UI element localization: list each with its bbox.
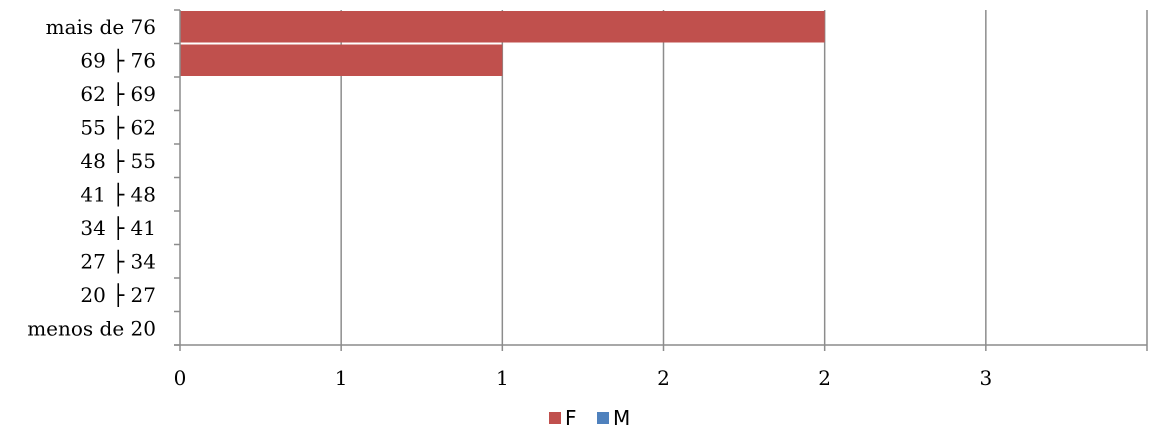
x-tick-label: 2 xyxy=(818,366,831,390)
legend-swatch-F xyxy=(549,412,561,424)
x-tick-label: 1 xyxy=(335,366,348,390)
legend-swatch-M xyxy=(597,412,609,424)
x-tick-label: 0 xyxy=(174,366,187,390)
category-label: 48 ├ 55 xyxy=(80,149,156,173)
legend-label-F: F xyxy=(565,406,577,430)
x-tick-labels: 0 1 1 2 2 3 xyxy=(174,366,993,390)
category-label: 41 ├ 48 xyxy=(80,182,156,206)
category-labels: mais de 76 69 ├ 76 62 ├ 69 55 ├ 62 48 ├ 55 41… xyxy=(27,15,156,341)
axes xyxy=(174,9,1148,351)
category-label: 27 ├ 34 xyxy=(80,249,156,273)
category-label: 69 ├ 76 xyxy=(80,48,156,72)
bar-F-0 xyxy=(180,11,825,43)
category-label: 20 ├ 27 xyxy=(80,283,156,307)
x-tick-label: 2 xyxy=(657,366,670,390)
category-label: 55 ├ 62 xyxy=(80,115,156,139)
category-label: 62 ├ 69 xyxy=(80,82,156,106)
x-tick-label: 3 xyxy=(979,366,992,390)
bar-F-1 xyxy=(180,44,503,76)
legend-label-M: M xyxy=(613,406,630,430)
category-label: menos de 20 xyxy=(27,316,156,340)
bars xyxy=(180,11,825,76)
category-label: 34 ├ 41 xyxy=(80,216,156,240)
x-tick-label: 1 xyxy=(496,366,509,390)
category-label: mais de 76 xyxy=(46,15,156,39)
